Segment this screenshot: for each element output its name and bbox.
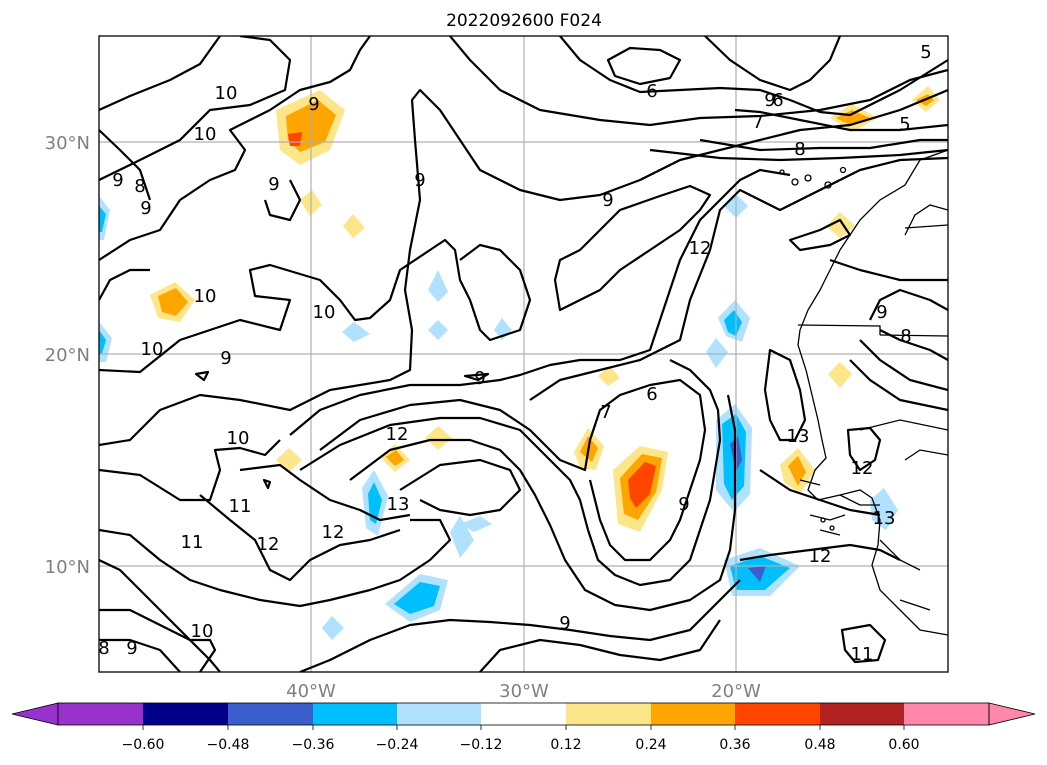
lat-tick-label: 20°N: [45, 345, 90, 366]
contour-label: 5: [920, 42, 931, 63]
colorbar-segment: [566, 703, 651, 725]
contour-label: 9: [602, 190, 613, 211]
colorbar-max-extension: [988, 702, 1036, 726]
contour-label: 12: [322, 522, 345, 543]
contour-label: 6: [772, 90, 783, 111]
contour-label: 10: [194, 124, 217, 145]
colorbar-segment: [735, 703, 820, 725]
contour-label-group: 5 6 6 5 7 8 10 10 9 9 9 8 9 9 12 10 10 1…: [98, 42, 931, 665]
coastlines: [779, 149, 948, 636]
contour-label: 10: [215, 83, 238, 104]
contour-label: 6: [646, 81, 657, 102]
colorbar-tick-label: −0.36: [292, 737, 335, 753]
contour-label: 8: [794, 139, 805, 160]
map-title: 2022092600 F024: [446, 11, 602, 31]
map-gridlines: [99, 36, 948, 672]
contour-label: 5: [899, 114, 910, 135]
colorbar-segment: [313, 703, 397, 725]
colorbar-outline: [57, 702, 990, 726]
colorbar-segment: [651, 703, 735, 725]
longitude-axis: 40°W 30°W 20°W: [286, 681, 761, 702]
contour-label: 9: [126, 638, 137, 659]
lon-tick-label: 30°W: [499, 681, 549, 702]
contour-lines: [99, 36, 948, 672]
colorbar-tick-label: −0.60: [122, 737, 165, 753]
contour-label: 9: [414, 170, 425, 191]
contour-label: 9: [474, 368, 485, 389]
colorbar-min-extension: [11, 702, 59, 726]
contour-label: 11: [181, 532, 204, 553]
lat-tick-label: 10°N: [45, 557, 90, 578]
contour-label: 7: [600, 402, 611, 423]
colorbar-tick-label: 0.36: [719, 737, 750, 753]
contour-label: 9: [112, 170, 123, 191]
contour-label: 12: [851, 458, 874, 479]
colorbar-segment: [481, 703, 566, 725]
colorbar-tick-label: 0.24: [635, 737, 666, 753]
colorbar-segment: [58, 703, 143, 725]
contour-label: 8: [900, 326, 911, 347]
contour-label: 10: [194, 286, 217, 307]
contour-label: 8: [134, 176, 145, 197]
contour-label: 10: [191, 621, 214, 642]
contour-label: 13: [787, 426, 810, 447]
colorbar-tick-label: −0.12: [460, 737, 503, 753]
colorbar-tick-label: 0.48: [804, 737, 835, 753]
colorbar-segment: [820, 703, 904, 725]
contour-label: 13: [387, 494, 410, 515]
contour-label: 9: [308, 94, 319, 115]
lon-tick-label: 40°W: [286, 681, 336, 702]
contour-label: 12: [689, 238, 712, 259]
lon-tick-label: 20°W: [711, 681, 761, 702]
contour-label: 6: [646, 384, 657, 405]
map-frame: [98, 35, 949, 673]
contour-label: 8: [98, 638, 109, 659]
colorbar-tick-label: −0.48: [207, 737, 250, 753]
contour-label: 12: [809, 546, 832, 567]
contour-label: 11: [229, 496, 252, 517]
contour-label: 11: [851, 644, 874, 665]
contour-label: 7: [752, 112, 763, 133]
contour-label: 9: [140, 198, 151, 219]
colorbar-tick-label: 0.12: [550, 737, 581, 753]
colorbar-segment: [228, 703, 313, 725]
contour-label: 9: [876, 302, 887, 323]
contour-label: 9: [678, 494, 689, 515]
lat-tick-label: 30°N: [45, 133, 90, 154]
contour-label: 10: [141, 339, 164, 360]
colorbar: −0.60 −0.48 −0.36 −0.24 −0.12 0.12 0.24 …: [11, 702, 1036, 753]
contour-label: 9: [220, 348, 231, 369]
contour-label: 9: [559, 613, 570, 634]
colorbar-segment: [143, 703, 228, 725]
latitude-axis: 30°N 20°N 10°N: [45, 133, 90, 578]
contour-label: 9: [764, 90, 775, 111]
colorbar-segment: [904, 703, 989, 725]
contour-label: 12: [257, 534, 280, 555]
contour-label: 9: [268, 174, 279, 195]
shaded-anomaly-fields: [99, 86, 940, 640]
colorbar-segment: [397, 703, 481, 725]
colorbar-tick-label: 0.60: [888, 737, 919, 753]
contour-label: 12: [386, 424, 409, 445]
colorbar-tick-label: −0.24: [376, 737, 419, 753]
contour-label: 10: [227, 428, 250, 449]
contour-label: 10: [313, 302, 336, 323]
contour-label: 13: [873, 508, 896, 529]
